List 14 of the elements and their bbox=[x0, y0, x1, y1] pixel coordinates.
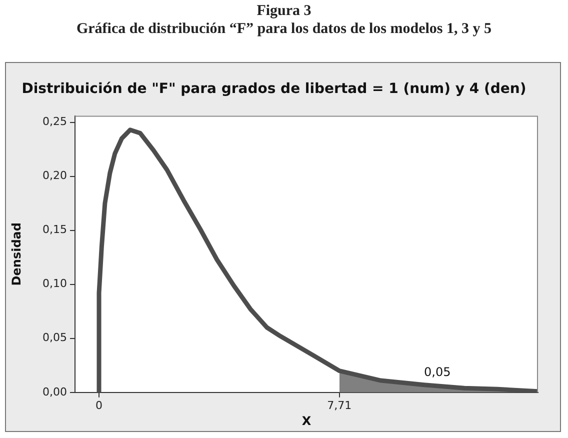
y-tick-label: 0,10 bbox=[42, 277, 67, 290]
y-tick-label: 0,05 bbox=[42, 331, 67, 344]
x-tick-label: 7,71 bbox=[327, 398, 352, 412]
annotation: 0,05 bbox=[424, 365, 451, 379]
y-tick-label: 0,20 bbox=[42, 169, 67, 182]
y-tick-label: 0,15 bbox=[42, 223, 67, 236]
y-axis-title: Densidad bbox=[9, 222, 24, 286]
text: Gráfica de distribución “F” para los datos de los modelos 1, 3 y 5 bbox=[75, 20, 492, 38]
chart-title: Distribuición de "F" para grados de libertad = 1 (num) y 4 (den) bbox=[22, 81, 526, 98]
x-tick-label: 0 bbox=[96, 398, 103, 412]
text: Figura 3 bbox=[256, 2, 312, 20]
y-tick-label: 0,00 bbox=[42, 385, 67, 398]
x-axis-title: X bbox=[302, 414, 312, 428]
y-tick-label: 0,25 bbox=[42, 115, 67, 128]
